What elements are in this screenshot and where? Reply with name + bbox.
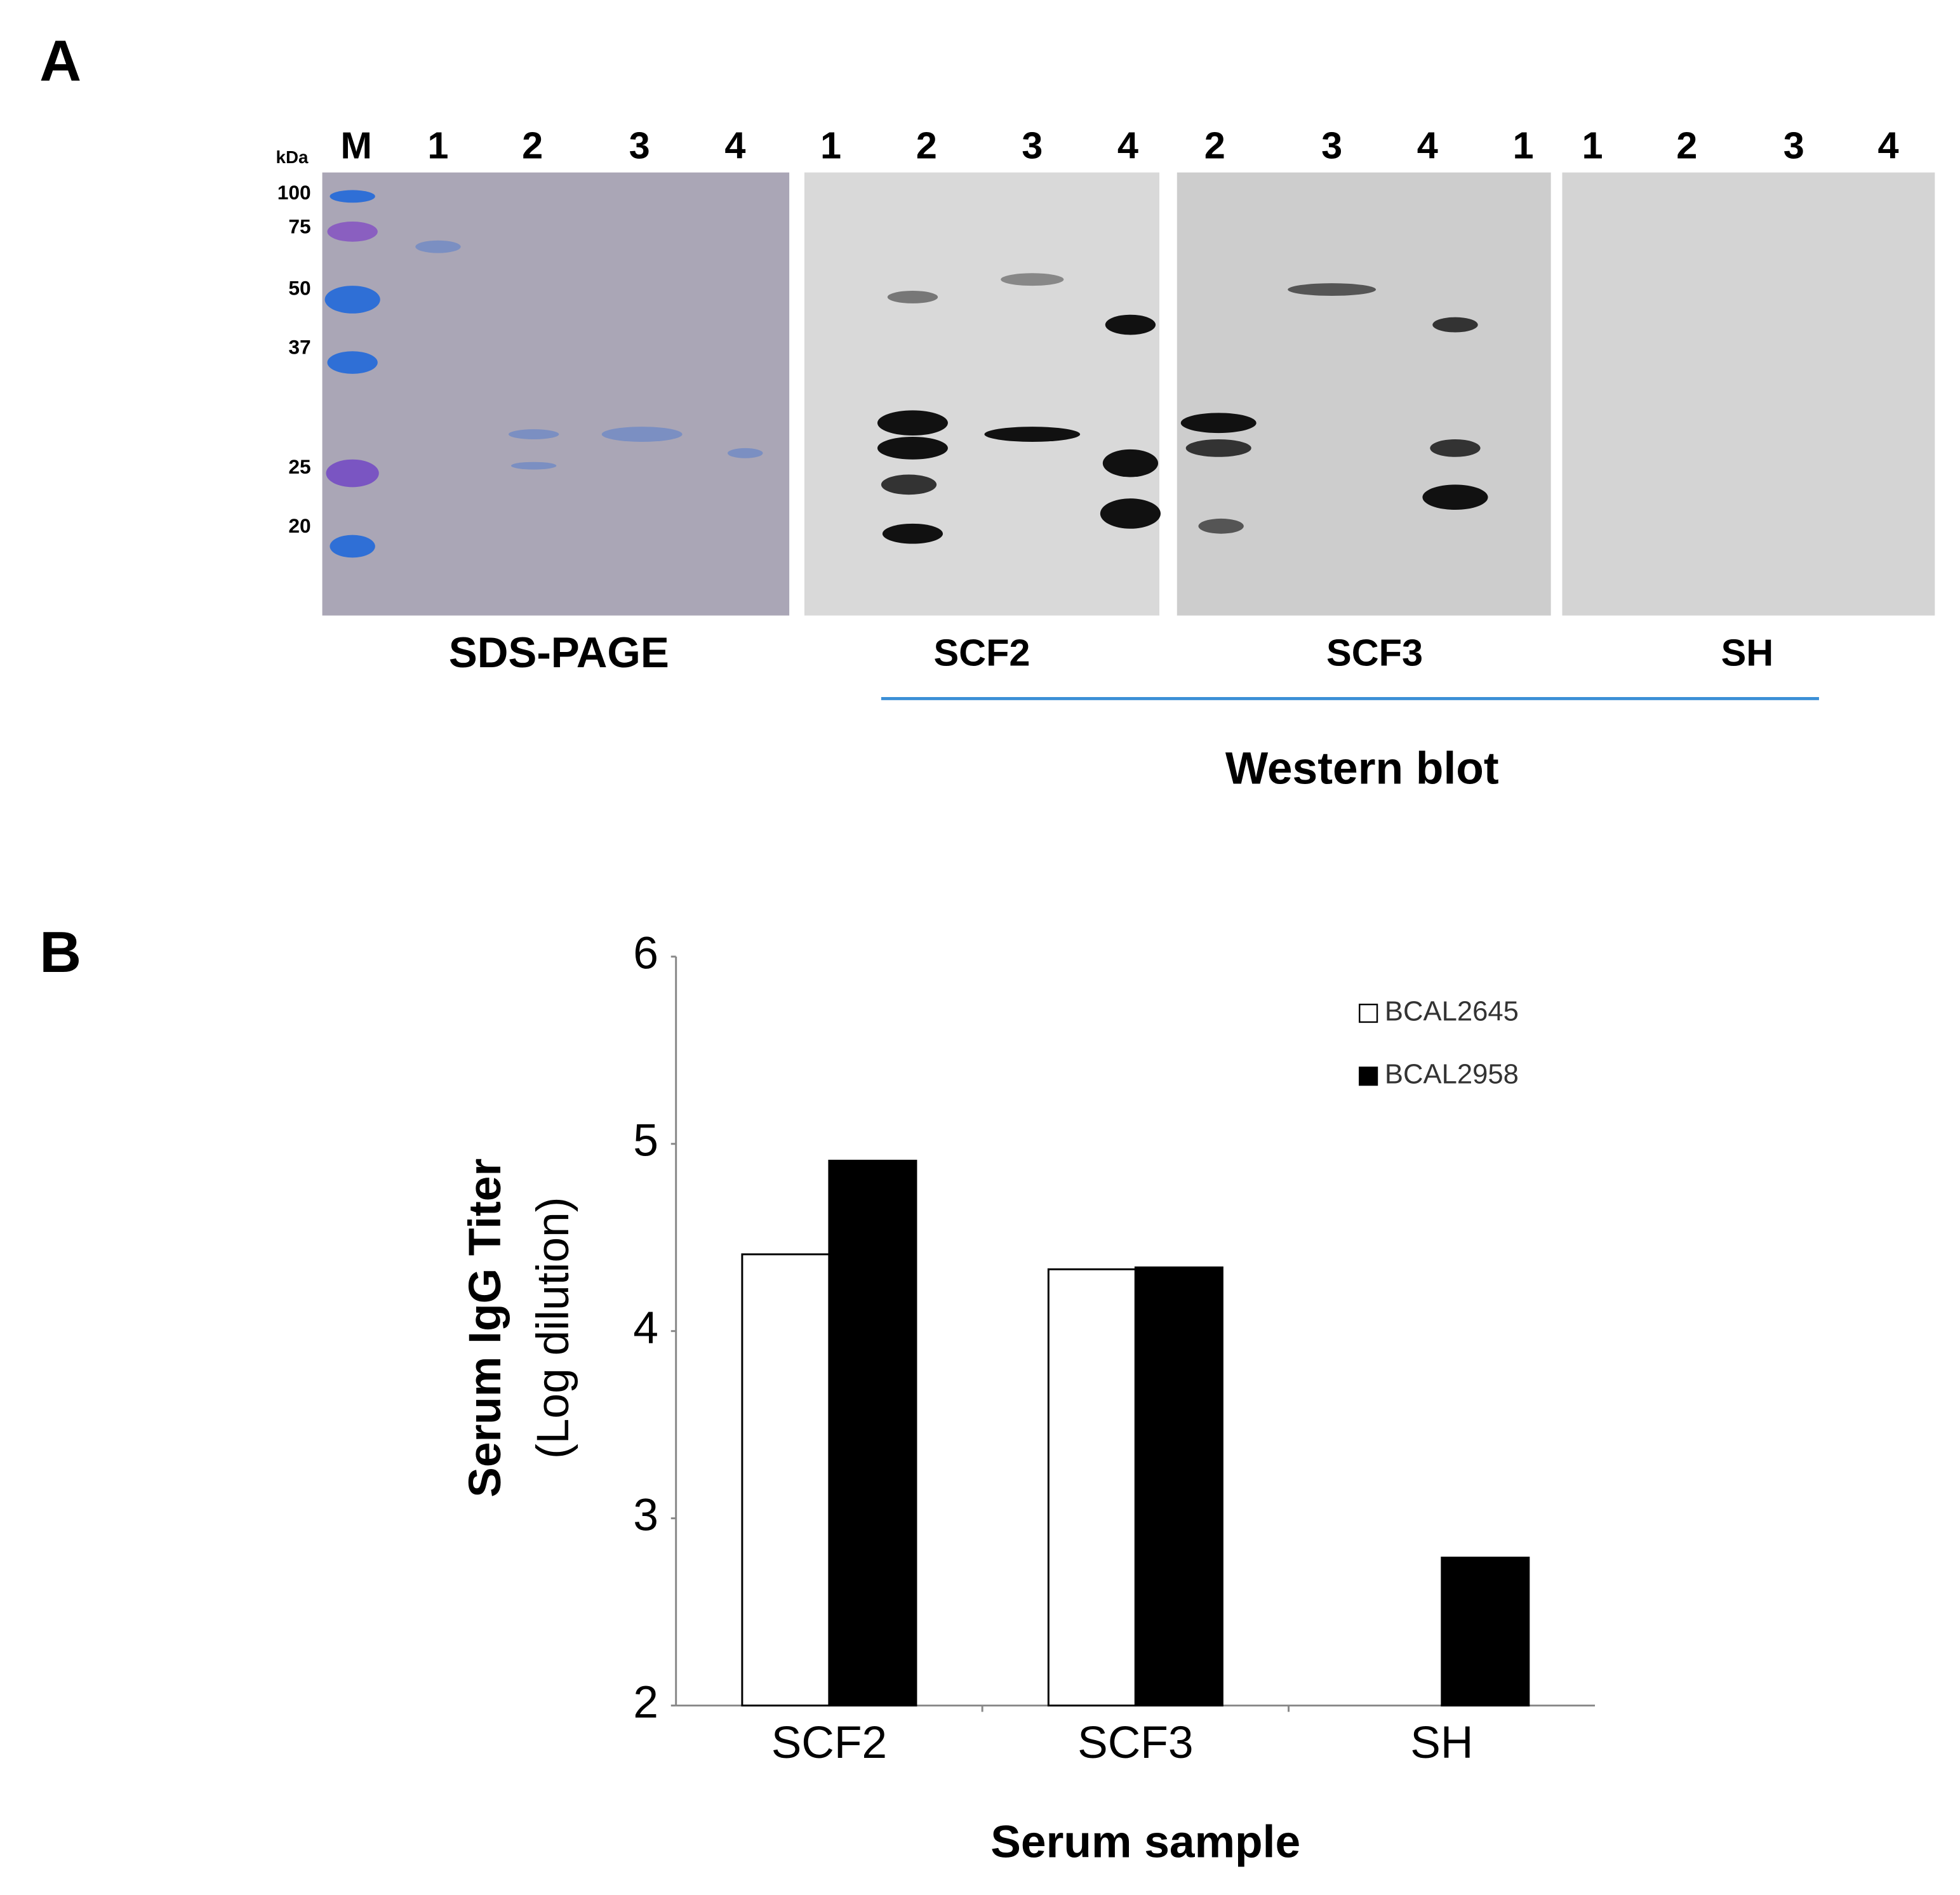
gel-bands [415,240,763,470]
x-tick-label: SCF3 [1077,1717,1193,1768]
bar [1047,1268,1137,1707]
y-tick-label: 6 [633,928,658,979]
legend-label: BCAL2958 [1385,1060,1519,1090]
gel-images [322,172,1935,616]
bar [741,1253,830,1707]
lane-label: 3 [1022,124,1043,167]
lane-label: 1 [1512,124,1533,167]
lane-label: 1 [427,124,448,167]
lane-label: 4 [1117,124,1138,167]
lane-label: 4 [724,124,745,167]
blot [804,172,1160,616]
blot [1562,172,1935,616]
marker-label: 50 [288,276,310,299]
x-axis-title: Serum sample [990,1816,1300,1867]
legend-swatch [1359,1067,1378,1086]
gel [322,172,790,616]
lane-label: 3 [1783,124,1804,167]
group-label: Western blot [1225,743,1499,794]
y-tick-label: 3 [633,1489,658,1540]
lane-label: 2 [916,124,937,167]
panel-label: B [39,920,81,985]
lane-label: 4 [1417,124,1438,167]
legend-swatch [1359,1004,1378,1023]
x-tick-label: SCF2 [771,1717,887,1768]
panel-label: A [39,29,81,93]
lane-label: 3 [1321,124,1342,167]
blot [1177,172,1551,616]
marker-label: 75 [288,215,310,237]
y-tick-label: 4 [633,1303,658,1353]
bar [1441,1557,1530,1707]
lane-label: 4 [1877,124,1898,167]
lane-label: 2 [1204,124,1225,167]
gel-label: SH [1721,632,1774,674]
gel-label: SCF3 [1326,632,1423,674]
gel-label: SCF2 [933,632,1030,674]
marker-label: 37 [288,336,310,359]
lane-label: 2 [1676,124,1697,167]
y-tick-label: 2 [633,1677,658,1727]
y-axis-title: Serum IgG Titer [460,1159,510,1498]
gel-label: SDS-PAGE [449,629,669,677]
bar [828,1159,917,1707]
lane-label: 1 [1582,124,1603,167]
lane-label: M [340,124,372,167]
lane-label: 1 [820,124,841,167]
y-axis-subtitle: (Log dilution) [528,1197,578,1459]
marker-bands [324,190,380,558]
legend-label: BCAL2645 [1385,997,1519,1027]
blot-bands [877,273,1488,544]
y-tick-label: 5 [633,1115,658,1166]
marker-label: 100 [277,181,311,204]
lane-label: 2 [522,124,543,167]
marker-label: 25 [288,455,310,478]
unit-label: kDa [276,147,309,167]
x-tick-label: SH [1410,1717,1473,1768]
lane-label: 3 [629,124,650,167]
bar [1134,1266,1223,1707]
marker-label: 20 [288,514,310,537]
